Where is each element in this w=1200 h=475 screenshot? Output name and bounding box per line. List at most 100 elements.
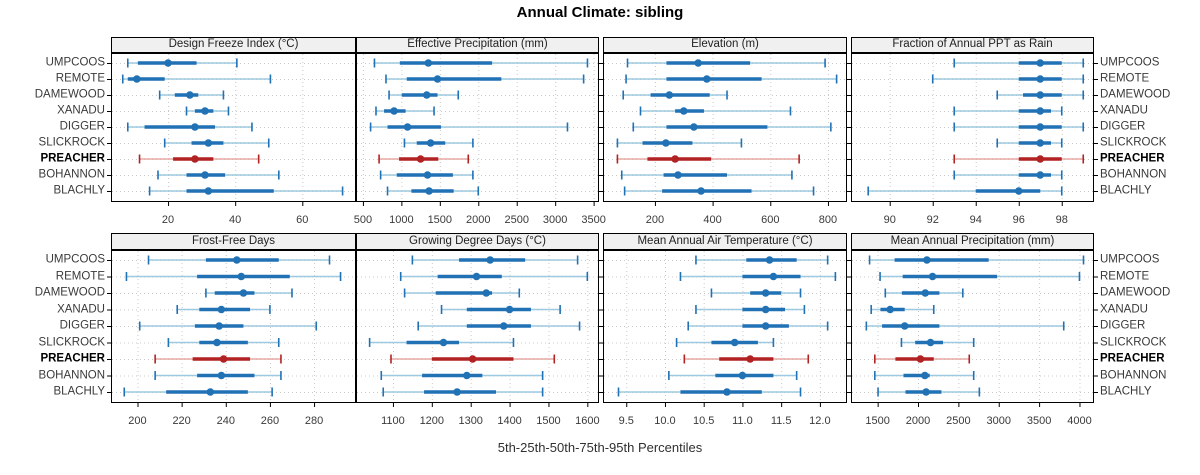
interval-growing-degree-days-c-digger (417, 321, 581, 331)
median-dot-remote (133, 75, 141, 83)
station-label-left-damewood-row1: DAMEWOOD (34, 88, 105, 101)
interval-fraction-of-annual-ppt-as-rain-preacher (953, 154, 1085, 164)
interval-growing-degree-days-c-blachly (382, 387, 544, 397)
interval-mean-annual-precipitation-mm-remote (879, 272, 1081, 281)
median-dot-slickrock (213, 338, 221, 347)
station-label-right-digger-row2: DIGGER (1100, 319, 1146, 332)
panel-effective-precipitation-mm: 500 1000 1500 2000 2500 3000 3500 (354, 53, 606, 226)
median-dot-preacher (1036, 155, 1045, 163)
station-label-right-xanadu-row2: XANADU (1100, 302, 1148, 315)
interval-frost-free-days-bohannon (154, 371, 282, 380)
x-tick-label-fraction-of-annual-ppt-as-rain-96: 96 (1013, 214, 1025, 226)
interval-fraction-of-annual-ppt-as-rain-digger (953, 122, 1085, 132)
x-tick-label-fraction-of-annual-ppt-as-rain-90: 90 (884, 214, 896, 226)
interval-frost-free-days-remote (125, 272, 342, 281)
interval-mean-annual-air-temperature-c-slickrock (675, 338, 775, 347)
interval-frost-free-days-slickrock (167, 338, 280, 347)
median-dot-digger (403, 123, 412, 131)
x-tick-label-mean-annual-air-temperature-c-11.0: 11.0 (732, 415, 753, 427)
panel-strip-mean-annual-air-temperature-c: Mean Annual Air Temperature (°C) (603, 233, 847, 250)
median-dot-digger (215, 322, 223, 330)
station-label-left-damewood-row2: DAMEWOOD (34, 286, 105, 299)
interval-effective-precipitation-mm-xanadu (375, 106, 435, 116)
interval-elevation-m-bohannon (620, 170, 793, 180)
interval-frost-free-days-umpcoos (147, 255, 331, 265)
panel-strip-mean-annual-precipitation-mm: Mean Annual Precipitation (mm) (851, 233, 1094, 250)
x-tick-label-mean-annual-precipitation-mm-2000: 2000 (906, 415, 930, 427)
station-label-right-bohannon-row2: BOHANNON (1100, 368, 1167, 381)
interval-effective-precipitation-mm-blachly (386, 186, 480, 196)
interval-frost-free-days-damewood (205, 288, 293, 298)
median-dot-slickrock (426, 139, 435, 147)
interval-design-freeze-index-c-slickrock (163, 138, 270, 148)
station-label-right-umpcoos-row1: UMPCOOS (1100, 56, 1160, 69)
interval-mean-annual-air-temperature-c-damewood (710, 288, 802, 298)
median-dot-preacher (746, 355, 754, 363)
interval-fraction-of-annual-ppt-as-rain-damewood (996, 90, 1085, 100)
interval-design-freeze-index-c-remote (121, 74, 272, 84)
interval-elevation-m-umpcoos (626, 58, 826, 68)
interval-mean-annual-air-temperature-c-preacher (683, 354, 810, 364)
x-tick-label-fraction-of-annual-ppt-as-rain-98: 98 (1056, 214, 1068, 226)
interval-fraction-of-annual-ppt-as-rain-bohannon (953, 170, 1063, 180)
interval-fraction-of-annual-ppt-as-rain-blachly (867, 186, 1063, 196)
panel-strip-effective-precipitation-mm: Effective Precipitation (mm) (356, 37, 599, 53)
station-label-right-blachly-row2: BLACHLY (1100, 385, 1152, 398)
median-dot-preacher (219, 355, 228, 363)
interval-design-freeze-index-c-preacher (138, 154, 260, 164)
median-dot-damewood (921, 289, 930, 297)
interval-fraction-of-annual-ppt-as-rain-slickrock (996, 138, 1063, 148)
x-tick-label-design-freeze-index-c-60: 60 (296, 214, 308, 226)
median-dot-umpcoos (765, 256, 774, 264)
interval-effective-precipitation-mm-digger (369, 122, 569, 132)
median-dot-remote (769, 272, 778, 281)
median-dot-bohannon (921, 371, 929, 380)
x-tick-label-design-freeze-index-c-40: 40 (229, 214, 241, 226)
median-dot-blachly (206, 388, 215, 396)
median-dot-damewood (761, 289, 770, 297)
interval-mean-annual-precipitation-mm-blachly (877, 387, 981, 397)
station-label-left-bohannon-row2: BOHANNON (38, 368, 105, 381)
x-tick-label-elevation-m-600: 600 (761, 214, 779, 226)
median-dot-blachly (453, 388, 461, 396)
interval-elevation-m-xanadu (639, 106, 792, 116)
panel-mean-annual-air-temperature-c: 9.5 10.0 10.5 11.0 11.5 12.0 (599, 250, 851, 427)
station-label-right-remote-row2: REMOTE (1100, 269, 1150, 282)
x-tick-label-growing-degree-days-c-1200: 1200 (420, 415, 444, 427)
station-label-left-umpcoos-row1: UMPCOOS (45, 56, 105, 69)
interval-growing-degree-days-c-damewood (403, 288, 521, 298)
median-dot-xanadu (201, 107, 209, 115)
median-dot-bohannon (463, 371, 471, 380)
median-dot-blachly (723, 388, 731, 396)
interval-design-freeze-index-c-xanadu (185, 106, 230, 116)
x-tick-label-fraction-of-annual-ppt-as-rain-92: 92 (927, 214, 939, 226)
station-label-left-xanadu-row1: XANADU (57, 104, 105, 117)
station-label-right-slickrock-row2: SLICKROCK (1100, 335, 1167, 348)
interval-fraction-of-annual-ppt-as-rain-umpcoos (953, 58, 1085, 68)
x-tick-label-frost-free-days-260: 260 (261, 415, 279, 427)
x-tick-label-frost-free-days-220: 220 (172, 415, 190, 427)
x-tick-label-mean-annual-precipitation-mm-3500: 3500 (1027, 415, 1051, 427)
interval-elevation-m-remote (625, 74, 838, 84)
median-dot-digger (690, 123, 698, 131)
x-tick-label-mean-annual-air-temperature-c-10.5: 10.5 (693, 415, 714, 427)
interval-frost-free-days-xanadu (176, 305, 271, 314)
panel-strip-growing-degree-days-c: Growing Degree Days (°C) (356, 233, 599, 250)
interval-design-freeze-index-c-umpcoos (126, 58, 238, 68)
interval-mean-annual-air-temperature-c-digger (687, 321, 829, 331)
interval-effective-precipitation-mm-umpcoos (373, 58, 589, 68)
station-label-left-xanadu-row2: XANADU (57, 302, 105, 315)
interval-growing-degree-days-c-preacher (390, 354, 556, 364)
station-label-left-preacher-row1: PREACHER (40, 152, 105, 165)
x-tick-label-elevation-m-800: 800 (819, 214, 837, 226)
interval-mean-annual-precipitation-mm-preacher (874, 354, 971, 364)
median-dot-xanadu (679, 107, 688, 115)
median-dot-slickrock (926, 338, 935, 347)
interval-growing-degree-days-c-remote (399, 272, 589, 281)
median-dot-bohannon (738, 371, 747, 380)
median-dot-umpcoos (424, 59, 433, 67)
median-dot-umpcoos (923, 256, 931, 264)
x-tick-label-mean-annual-precipitation-mm-3000: 3000 (986, 415, 1010, 427)
panel-growing-degree-days-c: 1100 1200 1300 1400 1500 1600 (356, 250, 603, 427)
interval-effective-precipitation-mm-damewood (388, 90, 460, 100)
